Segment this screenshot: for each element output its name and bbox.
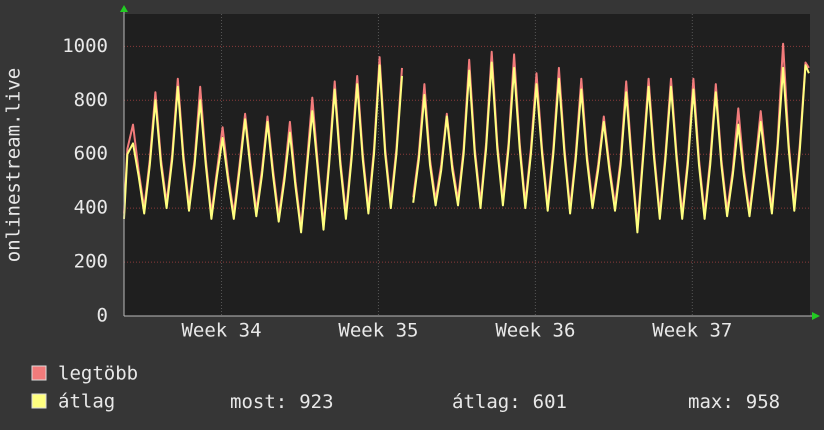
plot-area xyxy=(124,14,810,316)
y-tick-label: 800 xyxy=(74,89,108,111)
series-line xyxy=(123,64,403,234)
stat-label: max: xyxy=(688,391,734,413)
series-line xyxy=(412,61,810,234)
stat-value: 958 xyxy=(746,391,780,413)
x-tick-label: Week 37 xyxy=(652,320,732,342)
y-tick-label: 400 xyxy=(74,197,108,219)
x-tick-label: Week 34 xyxy=(181,320,261,342)
y-tick-label: 600 xyxy=(74,143,108,165)
stat-label: átlag: xyxy=(452,391,521,413)
y-tick-label: 1000 xyxy=(62,35,108,57)
y-axis-label: onlinestream.live xyxy=(3,68,25,262)
lines xyxy=(123,42,810,234)
x-arrow xyxy=(812,312,820,320)
legend-swatch xyxy=(31,365,47,381)
legend-swatch xyxy=(31,393,47,409)
stat: átlag: 601 xyxy=(452,391,567,413)
stat-value: 923 xyxy=(299,391,333,413)
x-tick-label: Week 35 xyxy=(338,320,418,342)
stat-label: most: xyxy=(230,391,287,413)
y-arrow xyxy=(120,5,128,12)
legend: legtöbb átlag most: 923 átlag: 601 max: 958 xyxy=(31,363,780,413)
y-tick-label: 200 xyxy=(74,251,108,273)
legend-label: átlag xyxy=(58,391,115,413)
stat: max: 958 xyxy=(688,391,780,413)
stat-value: 601 xyxy=(533,391,567,413)
x-tick-label: Week 36 xyxy=(495,320,575,342)
y-tick-label: 0 xyxy=(97,305,108,327)
stat: most: 923 xyxy=(230,391,334,413)
legend-label: legtöbb xyxy=(58,363,138,385)
